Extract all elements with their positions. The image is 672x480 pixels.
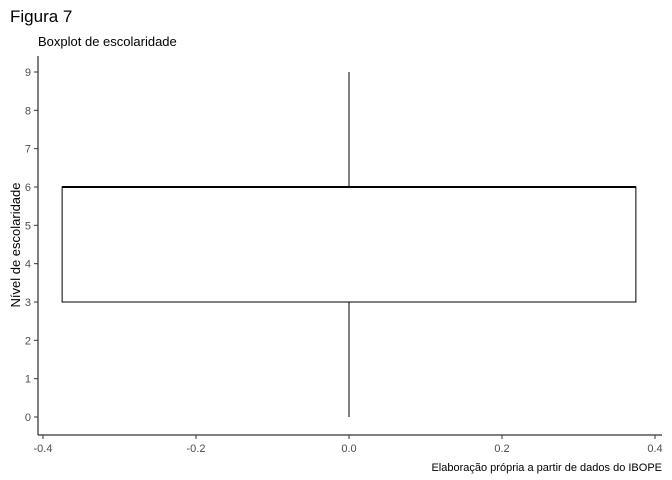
chart-caption: Elaboração própria a partir de dados do … [431, 462, 662, 474]
x-tick-label: 0.0 [341, 443, 356, 455]
y-tick-label: 3 [25, 297, 31, 309]
iqr-box [61, 186, 637, 303]
y-tick-label: 4 [25, 259, 31, 271]
y-axis-title: Nível de escolaridade [8, 182, 23, 307]
x-tick-label: 0.2 [494, 443, 509, 455]
y-tick-label: 2 [25, 335, 31, 347]
x-tick-label: -0.2 [187, 443, 206, 455]
chart-subtitle: Boxplot de escolaridade [38, 34, 177, 49]
y-tick-label: 0 [25, 412, 31, 424]
x-tick-label: -0.4 [34, 443, 53, 455]
y-tick-label: 8 [25, 105, 31, 117]
chart-title: Figura 7 [10, 7, 72, 26]
y-tick-label: 1 [25, 374, 31, 386]
y-tick-label: 7 [25, 144, 31, 156]
boxplot-marks [61, 72, 637, 417]
axes: 0 1 2 3 4 5 6 7 8 9 -0.4 -0.2 0.0 0.2 0.4 [25, 56, 663, 455]
y-tick-label: 6 [25, 182, 31, 194]
x-tick-label: 0.4 [647, 443, 662, 455]
y-tick-label: 5 [25, 220, 31, 232]
y-tick-label: 9 [25, 67, 31, 79]
